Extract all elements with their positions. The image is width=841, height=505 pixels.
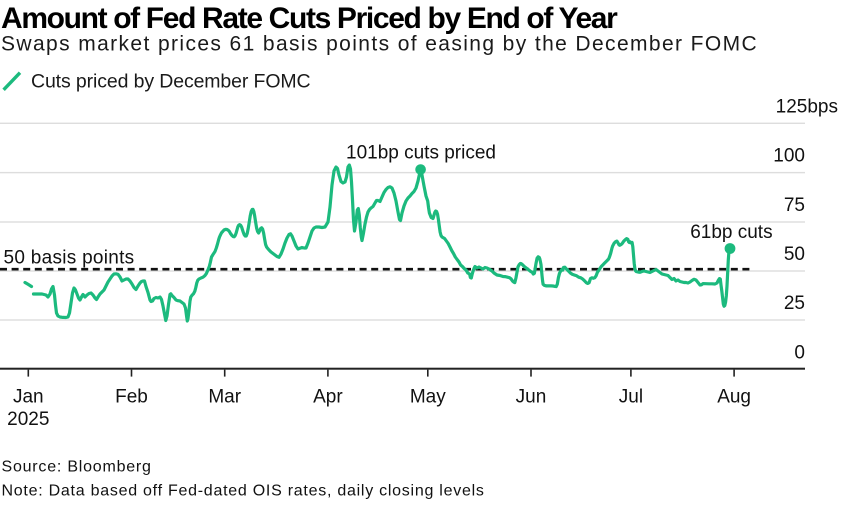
svg-text:100: 100 [773,146,805,167]
svg-text:75: 75 [784,195,805,216]
svg-text:125bps: 125bps [776,97,838,118]
svg-text:Feb: Feb [115,386,148,407]
svg-text:Cuts priced by December FOMC: Cuts priced by December FOMC [31,71,311,93]
svg-text:61bp cuts: 61bp cuts [690,222,772,243]
svg-text:Note: Data based off Fed-dated: Note: Data based off Fed-dated OIS rates… [2,482,485,499]
svg-text:Source: Bloomberg: Source: Bloomberg [2,459,152,476]
svg-text:0: 0 [794,343,805,364]
svg-text:Aug: Aug [717,386,751,407]
svg-text:Jul: Jul [619,386,643,407]
svg-text:Mar: Mar [208,386,241,407]
svg-text:25: 25 [784,293,805,314]
svg-text:2025: 2025 [7,409,49,430]
svg-text:Apr: Apr [313,386,343,407]
svg-text:May: May [410,386,446,407]
svg-text:50: 50 [784,244,805,265]
svg-text:Amount of Fed Rate Cuts Priced: Amount of Fed Rate Cuts Priced by End of… [1,2,618,35]
svg-text:Jan: Jan [13,386,44,407]
svg-text:Jun: Jun [516,386,547,407]
svg-text:101bp cuts priced: 101bp cuts priced [346,143,496,164]
svg-text:Swaps market prices 61 basis p: Swaps market prices 61 basis points of e… [1,32,758,55]
svg-text:50 basis points: 50 basis points [4,248,135,269]
